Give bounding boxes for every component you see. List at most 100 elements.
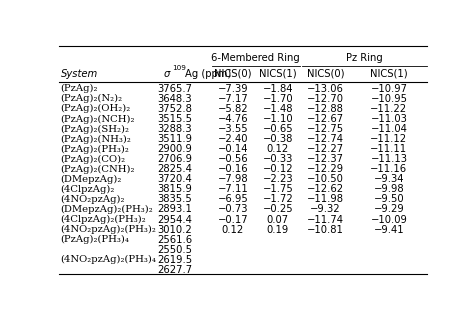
Text: −0.14: −0.14 xyxy=(218,144,248,154)
Text: −9.34: −9.34 xyxy=(374,174,404,184)
Text: 0.19: 0.19 xyxy=(267,225,289,234)
Text: −0.56: −0.56 xyxy=(218,154,248,164)
Text: −1.75: −1.75 xyxy=(263,184,293,194)
Text: σ: σ xyxy=(164,69,170,79)
Text: −2.23: −2.23 xyxy=(263,174,293,184)
Text: −12.27: −12.27 xyxy=(307,144,344,154)
Text: NICS(1): NICS(1) xyxy=(370,69,408,79)
Text: −12.70: −12.70 xyxy=(307,94,344,104)
Text: −10.95: −10.95 xyxy=(371,94,408,104)
Text: −12.74: −12.74 xyxy=(307,134,344,144)
Text: (4NO₂pzAg)₂: (4NO₂pzAg)₂ xyxy=(61,195,125,204)
Text: −9.29: −9.29 xyxy=(374,205,404,215)
Text: NICS(0): NICS(0) xyxy=(307,69,344,79)
Text: −0.16: −0.16 xyxy=(218,164,248,174)
Text: −0.65: −0.65 xyxy=(263,124,293,134)
Text: System: System xyxy=(61,69,98,79)
Text: 2954.4: 2954.4 xyxy=(157,215,192,225)
Text: −1.48: −1.48 xyxy=(263,104,293,114)
Text: 3765.7: 3765.7 xyxy=(157,84,192,94)
Text: −9.32: −9.32 xyxy=(310,205,341,215)
Text: (PzAg)₂(NH₃)₂: (PzAg)₂(NH₃)₂ xyxy=(61,135,132,144)
Text: NICS(0): NICS(0) xyxy=(214,69,252,79)
Text: Pz Ring: Pz Ring xyxy=(346,53,383,63)
Text: −0.25: −0.25 xyxy=(263,205,293,215)
Text: (4NO₂pzAg)₂(PH₃)₄: (4NO₂pzAg)₂(PH₃)₄ xyxy=(61,255,156,264)
Text: −12.37: −12.37 xyxy=(307,154,344,164)
Text: −7.17: −7.17 xyxy=(218,94,248,104)
Text: −7.11: −7.11 xyxy=(218,184,248,194)
Text: −11.98: −11.98 xyxy=(307,194,344,204)
Text: 2550.5: 2550.5 xyxy=(157,245,192,255)
Text: −4.76: −4.76 xyxy=(218,114,248,124)
Text: −7.98: −7.98 xyxy=(218,174,248,184)
Text: 2561.6: 2561.6 xyxy=(157,235,192,245)
Text: −11.74: −11.74 xyxy=(307,215,344,225)
Text: 0.12: 0.12 xyxy=(222,225,244,234)
Text: −11.03: −11.03 xyxy=(371,114,407,124)
Text: −11.22: −11.22 xyxy=(370,104,408,114)
Text: −1.72: −1.72 xyxy=(263,194,293,204)
Text: −9.98: −9.98 xyxy=(374,184,404,194)
Text: 2900.9: 2900.9 xyxy=(157,144,192,154)
Text: (PzAg)₂(OH₂)₂: (PzAg)₂(OH₂)₂ xyxy=(61,104,131,114)
Text: 2893.1: 2893.1 xyxy=(157,205,192,215)
Text: 3815.9: 3815.9 xyxy=(157,184,192,194)
Text: NICS(1): NICS(1) xyxy=(259,69,297,79)
Text: (PzAg)₂(SH₂)₂: (PzAg)₂(SH₂)₂ xyxy=(61,124,130,134)
Text: 3010.2: 3010.2 xyxy=(157,225,192,234)
Text: −10.09: −10.09 xyxy=(371,215,407,225)
Text: (4ClpzAg)₂(PH₃)₂: (4ClpzAg)₂(PH₃)₂ xyxy=(61,215,146,224)
Text: 0.07: 0.07 xyxy=(267,215,289,225)
Text: −1.10: −1.10 xyxy=(263,114,293,124)
Text: −0.17: −0.17 xyxy=(218,215,248,225)
Text: (DMepzAg)₂(PH₃)₂: (DMepzAg)₂(PH₃)₂ xyxy=(61,205,154,214)
Text: −11.04: −11.04 xyxy=(371,124,407,134)
Text: −10.81: −10.81 xyxy=(307,225,344,234)
Text: 3648.3: 3648.3 xyxy=(158,94,192,104)
Text: −3.55: −3.55 xyxy=(218,124,248,134)
Text: −5.82: −5.82 xyxy=(218,104,248,114)
Text: (PzAg)₂(PH₃)₄: (PzAg)₂(PH₃)₄ xyxy=(61,235,129,244)
Text: −11.13: −11.13 xyxy=(371,154,408,164)
Text: −11.16: −11.16 xyxy=(370,164,408,174)
Text: −12.62: −12.62 xyxy=(307,184,344,194)
Text: 6-Membered Ring: 6-Membered Ring xyxy=(211,53,300,63)
Text: 3515.5: 3515.5 xyxy=(157,114,192,124)
Text: −7.39: −7.39 xyxy=(218,84,248,94)
Text: 109: 109 xyxy=(172,65,186,72)
Text: 3720.4: 3720.4 xyxy=(157,174,192,184)
Text: −0.73: −0.73 xyxy=(218,205,248,215)
Text: 3835.5: 3835.5 xyxy=(157,194,192,204)
Text: −1.70: −1.70 xyxy=(263,94,293,104)
Text: 2627.7: 2627.7 xyxy=(157,265,192,275)
Text: (4ClpzAg)₂: (4ClpzAg)₂ xyxy=(61,185,115,194)
Text: 2706.9: 2706.9 xyxy=(157,154,192,164)
Text: (PzAg)₂(NCH)₂: (PzAg)₂(NCH)₂ xyxy=(61,114,135,123)
Text: −0.33: −0.33 xyxy=(263,154,293,164)
Text: −0.38: −0.38 xyxy=(263,134,293,144)
Text: −0.12: −0.12 xyxy=(263,164,293,174)
Text: −9.50: −9.50 xyxy=(374,194,404,204)
Text: 2825.4: 2825.4 xyxy=(157,164,192,174)
Text: (PzAg)₂(CO)₂: (PzAg)₂(CO)₂ xyxy=(61,155,126,164)
Text: Ag (ppm): Ag (ppm) xyxy=(185,69,231,79)
Text: 3752.8: 3752.8 xyxy=(157,104,192,114)
Text: −10.97: −10.97 xyxy=(371,84,408,94)
Text: −10.50: −10.50 xyxy=(307,174,344,184)
Text: −2.40: −2.40 xyxy=(218,134,248,144)
Text: 2619.5: 2619.5 xyxy=(157,255,192,265)
Text: −9.41: −9.41 xyxy=(374,225,404,234)
Text: (PzAg)₂(N₂)₂: (PzAg)₂(N₂)₂ xyxy=(61,94,123,104)
Text: 3288.3: 3288.3 xyxy=(158,124,192,134)
Text: (PzAg)₂(CNH)₂: (PzAg)₂(CNH)₂ xyxy=(61,165,135,174)
Text: 0.12: 0.12 xyxy=(267,144,289,154)
Text: −12.67: −12.67 xyxy=(307,114,344,124)
Text: −12.75: −12.75 xyxy=(307,124,344,134)
Text: −6.95: −6.95 xyxy=(218,194,248,204)
Text: −1.84: −1.84 xyxy=(263,84,293,94)
Text: −11.11: −11.11 xyxy=(370,144,408,154)
Text: (4NO₂pzAg)₂(PH₃)₂: (4NO₂pzAg)₂(PH₃)₂ xyxy=(61,225,156,234)
Text: (PzAg)₂: (PzAg)₂ xyxy=(61,84,98,93)
Text: (DMepzAg)₂: (DMepzAg)₂ xyxy=(61,175,122,184)
